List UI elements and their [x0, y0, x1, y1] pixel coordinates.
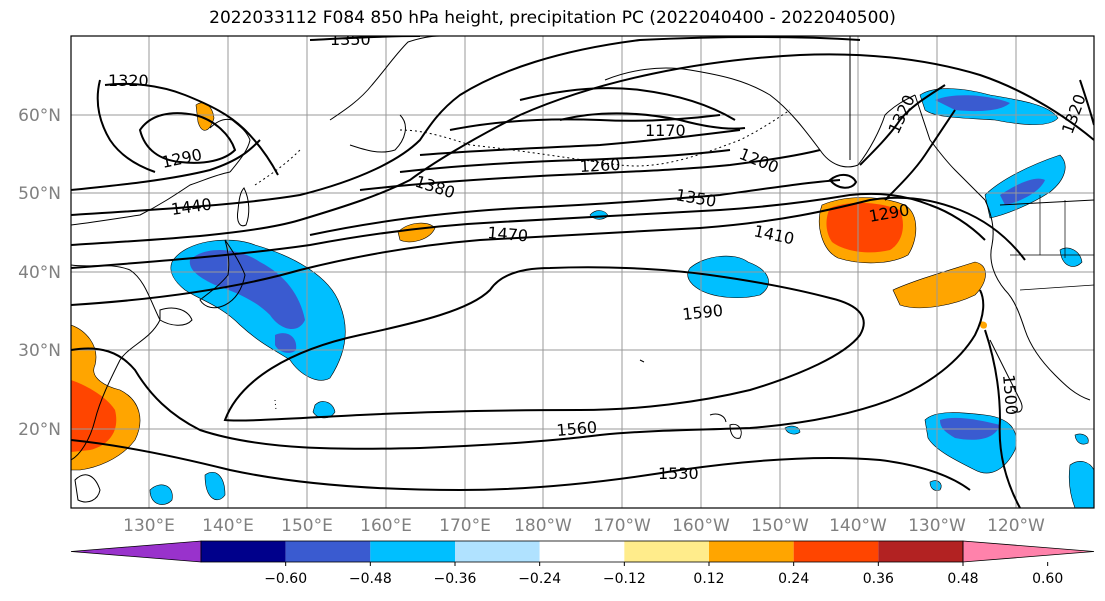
lon-label: 140°W: [829, 516, 887, 536]
contour-label: 1590: [681, 301, 723, 324]
contour-label: 1530: [658, 464, 699, 483]
lon-label: 160°E: [360, 516, 412, 536]
longitude-labels: 130°E 140°E 150°E 160°E 170°E 180°W 170°…: [123, 516, 1045, 536]
colorbar-segment: [201, 541, 286, 562]
colorbar-segment: [624, 541, 709, 562]
contour-label: 1470: [487, 223, 529, 245]
lon-label: 150°W: [751, 516, 809, 536]
lat-label: 30°N: [18, 341, 61, 361]
map-frame: [70, 35, 1095, 509]
colorbar-segment: [370, 541, 455, 562]
colorbar-tick-label: 0.24: [778, 571, 809, 587]
colorbar-tick-label: −0.24: [518, 571, 561, 587]
colorbar-frame: [200, 540, 964, 563]
lon-label: 120°W: [987, 516, 1045, 536]
height-contours: [71, 36, 1094, 508]
colorbar-segment: [455, 541, 540, 562]
colorbar-tick-label: −0.12: [603, 571, 646, 587]
lat-label: 60°N: [18, 106, 61, 126]
colorbar-tick-label: −0.36: [434, 571, 477, 587]
lon-label: 170°W: [593, 516, 651, 536]
lon-label: 150°E: [281, 516, 333, 536]
contour-label: 1260: [579, 155, 621, 176]
colorbar-extend-high: [962, 540, 1095, 563]
colorbar-extend-low: [70, 540, 202, 563]
contour-label: 1500: [999, 374, 1021, 416]
colorbar-segment: [285, 541, 371, 562]
colorbar-segment: [878, 541, 963, 562]
colorbar-segment: [709, 541, 794, 562]
contour-label: 1320: [108, 71, 149, 90]
lon-label: 130°W: [908, 516, 966, 536]
precip-positive-shading: [71, 102, 988, 471]
colorbar-segment: [539, 541, 625, 562]
map-content: 1320 1350 1290 1440 1380 1260 1170 1200 …: [71, 30, 1094, 508]
lon-label: 140°E: [202, 516, 254, 536]
lon-label: 170°E: [439, 516, 491, 536]
map-title: 2022033112 F084 850 hPa height, precipit…: [209, 8, 896, 28]
lon-label: 130°E: [123, 516, 175, 536]
colorbar-tick-label: 0.60: [1032, 571, 1063, 587]
colorbar-tick-label: 0.36: [863, 571, 894, 587]
colorbar: −0.60 −0.48 −0.36 −0.24 −0.12 0.12 0.24 0.36 0.4…: [70, 540, 1095, 587]
colorbar-tick-label: −0.60: [264, 571, 307, 587]
colorbar-tick-label: 0.12: [693, 571, 724, 587]
lon-label: 160°W: [672, 516, 730, 536]
contour-label: 1350: [330, 30, 371, 49]
contour-label: 1170: [645, 121, 686, 140]
latitude-labels: 60°N 50°N 40°N 30°N 20°N: [18, 106, 61, 440]
colorbar-tick-label: −0.48: [349, 571, 392, 587]
lat-label: 20°N: [18, 420, 61, 440]
lat-label: 40°N: [18, 263, 61, 283]
contour-label: 1560: [556, 418, 598, 440]
lon-label: 180°W: [514, 516, 572, 536]
lat-label: 50°N: [18, 184, 61, 204]
colorbar-tick-label: 0.48: [947, 571, 978, 587]
colorbar-segment: [793, 541, 879, 562]
